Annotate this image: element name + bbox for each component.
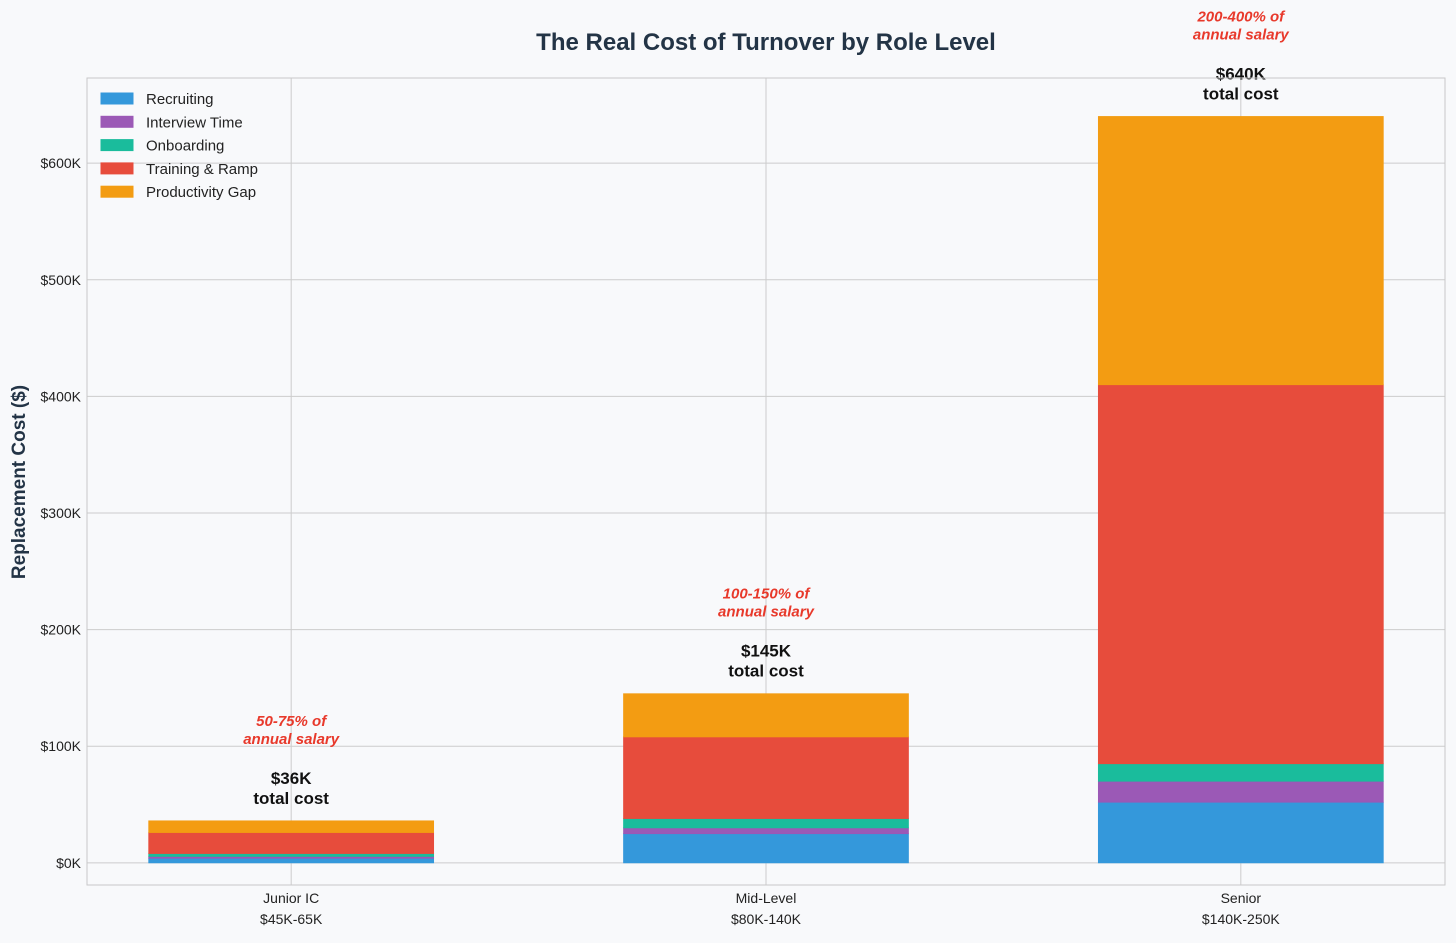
- legend-swatch: [100, 115, 134, 128]
- bar-segment: [148, 820, 435, 833]
- total-label: total cost: [253, 789, 329, 808]
- total-label: total cost: [1203, 84, 1279, 103]
- salary-annotation: annual salary: [243, 731, 340, 748]
- x-tick-label: Mid-Level: [736, 890, 797, 906]
- bar-segment: [623, 736, 909, 819]
- total-label: $36K: [271, 769, 312, 788]
- legend-label: Onboarding: [146, 138, 224, 155]
- y-tick-label: $300K: [41, 505, 82, 521]
- y-tick-label: $0K: [56, 855, 82, 871]
- legend: Recruiting Interview Time Onboarding Traini…: [100, 91, 258, 201]
- legend-swatch: [100, 139, 134, 152]
- x-tick-sublabel: $45K-65K: [260, 911, 323, 927]
- bar-segment: [1097, 801, 1384, 864]
- chart-title: The Real Cost of Turnover by Role Level: [536, 29, 996, 56]
- x-tick-label: Senior: [1221, 890, 1262, 906]
- y-axis-label: Replacement Cost ($): [9, 385, 30, 579]
- salary-annotation: annual salary: [1193, 26, 1290, 43]
- total-label: $145K: [741, 642, 792, 661]
- legend-swatch: [100, 162, 134, 175]
- x-tick-sublabel: $140K-250K: [1202, 911, 1281, 927]
- bar-segment: [623, 818, 909, 829]
- legend-swatch: [100, 185, 134, 198]
- bar-segment: [148, 832, 435, 854]
- legend-label: Interview Time: [146, 114, 243, 131]
- bar-segment: [1097, 116, 1384, 386]
- salary-annotation: 100-150% of: [723, 586, 812, 603]
- legend-label: Training & Ramp: [146, 161, 258, 178]
- legend-label: Recruiting: [146, 91, 214, 108]
- x-tick-sublabel: $80K-140K: [731, 911, 802, 927]
- bar-segment: [1097, 384, 1384, 765]
- bar-segment: [1097, 763, 1384, 782]
- bar-segment: [623, 827, 909, 835]
- salary-annotation: 50-75% of: [256, 713, 328, 730]
- salary-annotation: 200-400% of: [1196, 8, 1286, 25]
- y-tick-label: $200K: [41, 622, 82, 638]
- plot-frame: [86, 77, 1446, 886]
- bar-segment: [148, 853, 435, 857]
- legend-swatch: [100, 92, 134, 105]
- y-tick-label: $400K: [41, 388, 82, 404]
- bar-segment: [623, 693, 909, 738]
- y-tick-label: $100K: [41, 738, 82, 754]
- total-label: $640K: [1216, 64, 1267, 83]
- bar-segment: [623, 833, 909, 864]
- legend-label: Productivity Gap: [146, 184, 256, 201]
- x-tick-label: Junior IC: [263, 890, 319, 906]
- total-label: total cost: [728, 662, 804, 681]
- y-tick-label: $600K: [41, 155, 82, 171]
- bar-segment: [1097, 780, 1384, 803]
- bar-segment: [148, 857, 435, 864]
- y-tick-label: $500K: [41, 272, 82, 288]
- salary-annotation: annual salary: [718, 604, 815, 621]
